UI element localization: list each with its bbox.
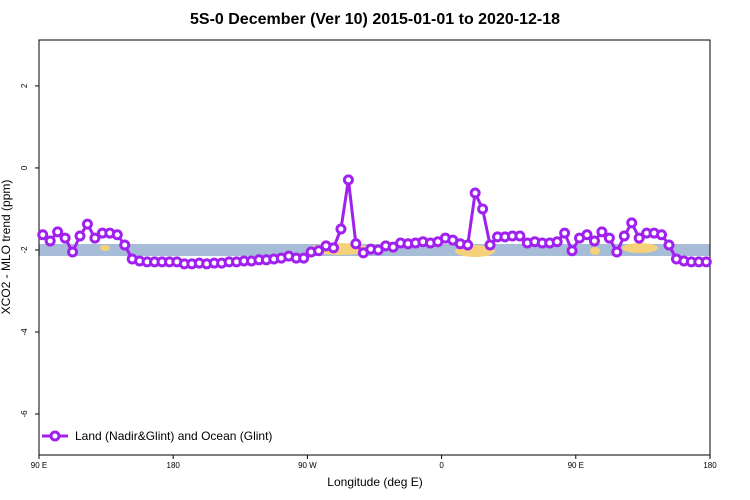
y-axis-label: XCO2 - MLO trend (ppm) bbox=[0, 180, 13, 315]
point bbox=[566, 245, 578, 257]
point bbox=[119, 239, 131, 251]
point bbox=[462, 239, 474, 251]
y-tick-label: -6 bbox=[20, 410, 29, 418]
point bbox=[342, 174, 354, 186]
point bbox=[618, 230, 630, 242]
y-tick-label: 0 bbox=[20, 165, 29, 170]
point bbox=[350, 238, 362, 250]
point bbox=[89, 232, 101, 244]
legend-marker bbox=[49, 430, 61, 442]
point bbox=[67, 246, 79, 258]
point bbox=[588, 235, 600, 247]
point bbox=[327, 242, 339, 254]
x-tick-label: 90 E bbox=[568, 461, 584, 470]
x-tick-label: 180 bbox=[167, 461, 181, 470]
point bbox=[59, 232, 71, 244]
point bbox=[611, 246, 623, 258]
point bbox=[663, 239, 675, 251]
y-tick-label: -2 bbox=[20, 246, 29, 254]
point bbox=[700, 256, 712, 268]
point bbox=[559, 227, 571, 239]
x-tick-label: 180 bbox=[703, 461, 717, 470]
point bbox=[37, 229, 49, 241]
point bbox=[596, 226, 608, 238]
y-tick-label: -4 bbox=[20, 328, 29, 336]
x-tick-label: 0 bbox=[439, 461, 444, 470]
y-tick-label: 2 bbox=[20, 83, 29, 88]
point bbox=[335, 223, 347, 235]
legend: Land (Nadir&Glint) and Ocean (Glint) bbox=[42, 429, 272, 443]
point bbox=[469, 187, 481, 199]
point bbox=[656, 229, 668, 241]
point bbox=[298, 252, 310, 264]
point bbox=[626, 217, 638, 229]
point bbox=[52, 226, 64, 238]
point bbox=[633, 232, 645, 244]
point bbox=[603, 232, 615, 244]
point bbox=[484, 239, 496, 251]
point bbox=[74, 230, 86, 242]
x-tick-label: 90 W bbox=[298, 461, 317, 470]
point bbox=[313, 245, 325, 257]
x-axis-label: Longitude (deg E) bbox=[327, 475, 422, 489]
point bbox=[581, 229, 593, 241]
plot-frame bbox=[38, 39, 711, 456]
legend-label: Land (Nadir&Glint) and Ocean (Glint) bbox=[75, 429, 272, 443]
point bbox=[111, 229, 123, 241]
x-tick-label: 90 E bbox=[31, 461, 47, 470]
point bbox=[81, 218, 93, 230]
point bbox=[514, 230, 526, 242]
point bbox=[477, 203, 489, 215]
chart-title: 5S-0 December (Ver 10) 2015-01-01 to 202… bbox=[190, 11, 560, 28]
point bbox=[551, 236, 563, 248]
point bbox=[44, 235, 56, 247]
